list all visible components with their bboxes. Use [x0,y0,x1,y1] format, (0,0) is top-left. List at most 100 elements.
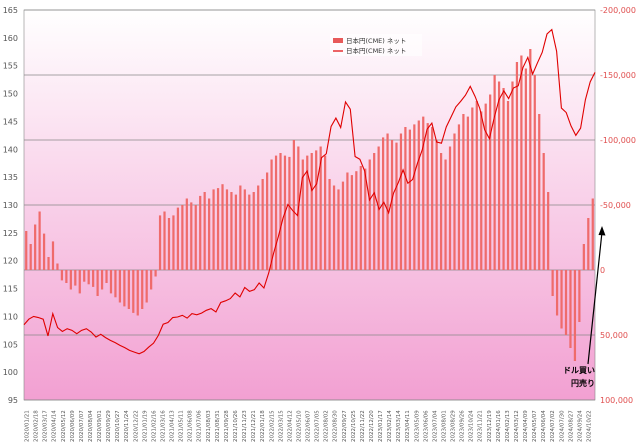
position-bar [212,189,215,270]
position-bar [150,270,153,290]
position-bar [266,172,269,270]
position-bar [515,62,519,270]
date-tick-label: 2024/01/16 [496,410,502,442]
position-bar [497,81,501,270]
position-bar [506,101,510,270]
position-bar [555,270,559,316]
position-bar [65,270,68,283]
position-bar [132,270,135,313]
position-bar [520,55,523,270]
date-tick-label: 2021/01/19 [142,410,148,442]
right-tick-label: -150,000 [600,71,636,80]
annotation: ドル買い 円売り [563,226,606,388]
position-bar [319,146,322,270]
date-tick-label: 2020/06/09 [70,410,76,442]
position-bar [542,153,545,270]
position-bar [422,116,425,270]
position-bar [74,270,77,286]
position-bar [511,81,514,270]
date-tick-label: 2021/10/26 [233,410,239,442]
date-tick-label: 2023/08/01 [441,410,447,442]
position-bar [167,218,171,270]
position-bar [591,198,594,270]
position-bar [408,129,411,270]
position-bar [453,133,456,270]
position-bar [547,192,550,270]
legend-line-label: 日本円(CME) ネット [346,46,406,55]
date-tick-label: 2024/02/13 [505,410,511,442]
position-bar [114,270,117,298]
position-bar [87,270,90,285]
position-bar [234,194,238,270]
position-bar [310,153,313,270]
position-bar [185,198,188,270]
usdjpy-line [23,28,596,355]
position-bar [538,114,541,270]
date-tick-label: 2020/01/21 [25,410,31,442]
left-tick-label: 155 [3,62,18,71]
position-bar [47,257,50,270]
date-tick-label: 2023/08/29 [451,410,457,442]
position-bar [466,116,469,270]
left-tick-label: 135 [3,173,18,182]
position-bar [221,184,224,270]
position-bar [176,207,180,270]
date-tick-label: 2022/11/22 [360,410,366,442]
date-tick-label: 2020/08/04 [88,410,94,442]
position-bar [172,215,175,270]
date-tick-label: 2024/03/12 [514,410,520,442]
date-tick-label: 2021/04/13 [170,410,176,442]
date-tick-label: 2020/03/17 [43,410,49,442]
position-bar [346,172,349,270]
position-bar [529,49,532,270]
position-bar [582,244,585,270]
position-bar [109,270,113,294]
position-bar [564,270,568,335]
date-tick-label: 2020/07/07 [79,410,85,442]
position-bar [154,270,157,277]
date-tick-label: 2024/05/07 [532,410,538,442]
date-tick-label: 2022/07/05 [315,410,321,442]
position-bar [341,181,345,270]
position-bar [163,211,166,270]
date-tick-label: 2020/05/12 [61,410,67,442]
date-axis: 2020/01/21 2020/02/18 2020/03/17 2020/04/14… [25,410,593,442]
annotation-arrow [587,231,603,365]
position-bar [439,153,443,270]
date-tick-label: 2020/04/14 [52,410,58,442]
position-bar [306,155,309,270]
date-tick-label: 2022/02/15 [269,410,275,442]
date-tick-label: 2023/11/21 [478,410,484,442]
date-tick-label: 2021/08/31 [215,410,221,442]
position-bar [355,171,358,270]
position-bar [203,192,206,270]
position-bar [489,94,492,270]
date-tick-label: 2023/10/24 [469,410,475,442]
date-tick-label: 2021/11/23 [242,410,248,442]
left-tick-label: 105 [3,340,18,349]
date-tick-label: 2020/10/27 [115,410,121,442]
position-bar [181,205,184,270]
position-bar [578,270,581,322]
position-bar [279,153,282,270]
right-axis: -200,000 -150,000 -100,000 -50,000 0 50,000 10… [600,6,636,405]
date-tick-label: 2024/04/09 [523,410,529,442]
date-tick-label: 2022/03/15 [278,410,284,442]
date-tick-label: 2024/10/22 [586,410,592,442]
position-bar [60,270,64,281]
date-tick-label: 2024/08/27 [568,410,574,442]
date-tick-label: 2023/02/14 [387,410,393,442]
left-tick-label: 95 [8,396,18,405]
position-bar [386,133,389,270]
position-bar [413,124,416,271]
position-bar [78,270,81,294]
date-tick-label: 2024/09/24 [577,410,583,442]
left-tick-label: 120 [3,257,18,266]
position-bar [141,270,144,309]
position-bar [38,211,41,270]
position-bar [243,189,246,270]
left-tick-label: 130 [3,201,18,210]
position-bar [426,123,429,270]
date-tick-label: 2021/07/06 [197,410,203,442]
date-tick-label: 2022/01/18 [260,410,266,442]
